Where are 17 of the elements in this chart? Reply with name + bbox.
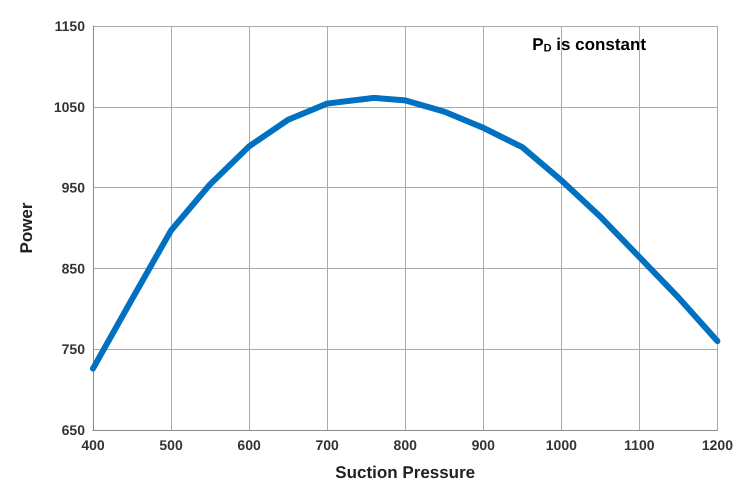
x-tick-label: 1100: [624, 437, 655, 453]
y-tick-label: 650: [62, 422, 86, 438]
x-tick-label: 800: [394, 437, 418, 453]
x-tick-label: 1000: [546, 437, 578, 453]
x-tick-label: 600: [237, 437, 261, 453]
y-tick-label: 750: [62, 341, 86, 358]
y-tick-label: 1050: [54, 98, 86, 115]
x-axis-title: Suction Pressure: [335, 463, 476, 482]
y-tick-label: 1150: [54, 18, 86, 34]
x-tick-label: 400: [81, 437, 105, 453]
x-tick-label: 900: [472, 437, 496, 453]
x-tick-label: 500: [159, 437, 183, 453]
y-tick-label: 950: [62, 180, 86, 196]
y-tick-label: 850: [62, 260, 86, 276]
x-tick-label: 1200: [702, 437, 734, 453]
y-axis-title: Power: [17, 202, 36, 254]
x-tick-label: 700: [315, 437, 340, 453]
